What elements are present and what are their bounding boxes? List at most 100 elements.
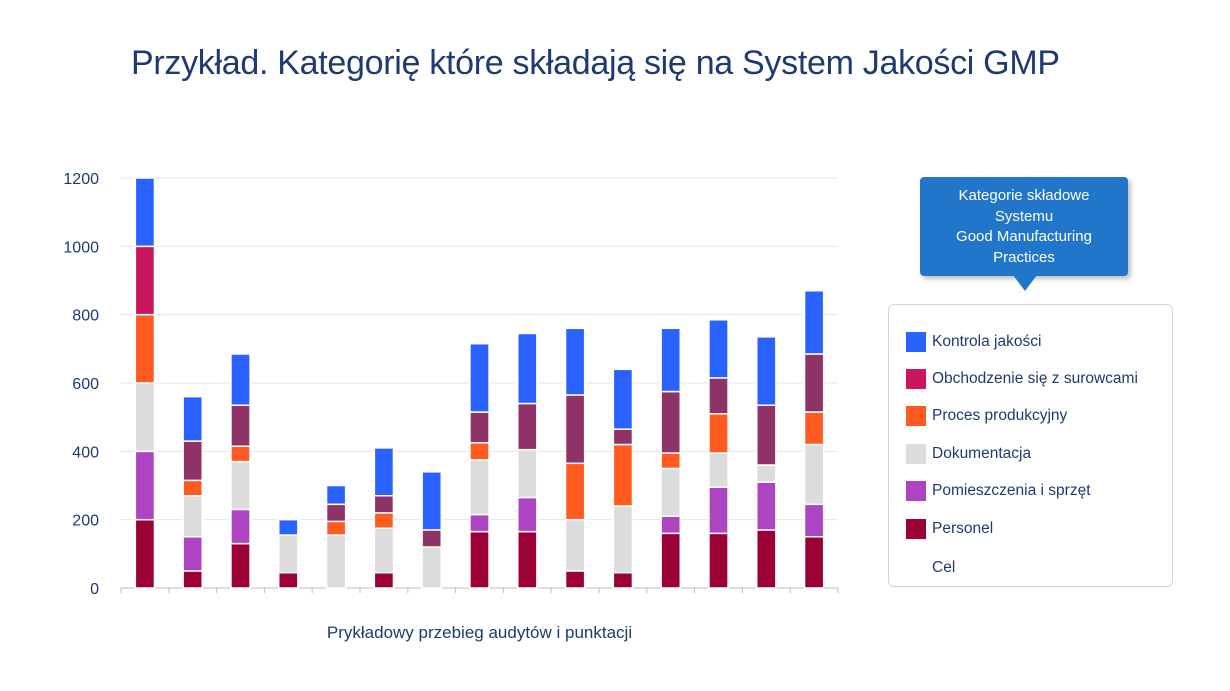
bar-segment [421,546,443,589]
bar-segment [564,570,586,589]
bar-segment [612,368,634,430]
bar-segment [373,512,395,529]
legend-swatch [906,406,926,426]
bar-segment [516,402,538,451]
bar-segment [182,495,204,538]
legend-swatch [906,332,926,352]
bar-segment [421,471,443,531]
bar-segment [803,411,825,446]
bar-segment [182,395,204,442]
bar-segment [325,534,347,589]
bar-segment [469,459,490,516]
bar-segment [373,495,395,514]
legend-label: Obchodzenie się z surowcami [932,370,1138,387]
bar-segment [182,440,204,482]
legend-callout: Kategorie składowe Systemu Good Manufact… [920,177,1128,276]
bar-segment [373,447,395,497]
legend-swatch [906,481,926,501]
bar-segment [803,290,825,355]
bar-segment [277,571,299,589]
bar-segment [373,527,395,574]
bar-segment [134,450,156,521]
bar-segment [708,486,729,535]
page-title: Przykład. Kategorię które składają się n… [131,44,1060,82]
bar-segment [134,177,156,248]
bar-segment [230,508,251,545]
bar-segment [421,529,443,548]
bar-segment [803,443,825,506]
bar-segment [516,332,538,405]
legend-label: Dokumentacja [932,445,1032,462]
bar-segment [516,530,538,589]
legend-label: Proces produkcyjny [932,407,1068,424]
bar-segment [660,327,682,393]
y-tick-label: 600 [72,376,99,393]
bar-segment [708,413,729,454]
callout-line: Practices [993,248,1055,266]
bar-segment [564,462,586,521]
bar-segment [469,442,490,461]
bar-segment [803,353,825,413]
y-tick-label: 200 [72,513,99,530]
callout-line: Systemu [994,207,1054,225]
bar-segment [564,394,586,465]
bar-segment [708,452,729,488]
bar-segment [660,532,682,589]
bar-segment [564,518,586,572]
legend-item-personel: Personel [906,518,993,540]
bar-segment [134,313,156,384]
legend-swatch [906,444,926,464]
legend-item-kontrola-jakosci: Kontrola jakości [906,331,1041,353]
legend-item-cel: Cel [906,557,955,579]
bar-segment [708,532,729,589]
legend-label: Pomieszczenia i sprzęt [932,482,1091,499]
bar-segment [134,518,156,589]
bar-segment [277,534,299,574]
callout-line: Good Manufacturing [956,228,1092,245]
bar-segment [660,515,682,535]
y-tick-label: 1200 [63,171,99,188]
bar-segment [325,503,347,523]
bar-segment [803,536,825,589]
x-axis-label: Prykładowy przebieg audytów i punktacji [327,623,632,642]
bar-segment [660,452,682,470]
bar-segment [755,336,777,406]
bar-segment [755,464,777,483]
legend-swatch [906,558,926,578]
y-tick-label: 400 [72,444,99,461]
y-tick-label: 1000 [63,239,99,256]
chart-legend: Kontrola jakości Obchodzenie się z surow… [888,304,1173,587]
bar-segment [803,503,825,538]
bar-segment [708,319,729,379]
bar-segment [182,536,204,572]
legend-label: Personel [932,520,994,537]
bar-segment [134,382,156,453]
y-tick-label: 0 [90,581,99,598]
legend-label: Kontrola jakości [932,333,1042,350]
bar-segment [469,513,490,533]
legend-swatch [906,519,926,539]
bar-segment [516,496,538,533]
bar-segment [612,571,634,589]
legend-swatch [906,369,926,389]
bar-segment [612,443,634,507]
bar-segment [134,245,156,316]
stacked-bar-chart: 0 200 400 600 800 1000 1200 Prykładowy przebieg… [63,171,839,642]
bar-segment [230,460,251,511]
bar-segment [516,448,538,499]
bar-segment [469,411,490,444]
bar-segment [230,353,251,406]
bar-segment [277,518,299,536]
bar-segment [469,530,490,589]
bar-segment [325,484,347,506]
bar-segment [660,390,682,454]
bar-segment [230,404,251,447]
legend-item-pomieszczenia-i-sprzet: Pomieszczenia i sprzęt [906,480,1091,502]
y-tick-label: 800 [72,308,99,325]
bar-segment [373,571,395,589]
bar-segment [325,520,347,536]
bar-segment [182,479,204,497]
bar-segment [612,428,634,446]
bar-segment [755,529,777,589]
bar-segment [612,505,634,574]
